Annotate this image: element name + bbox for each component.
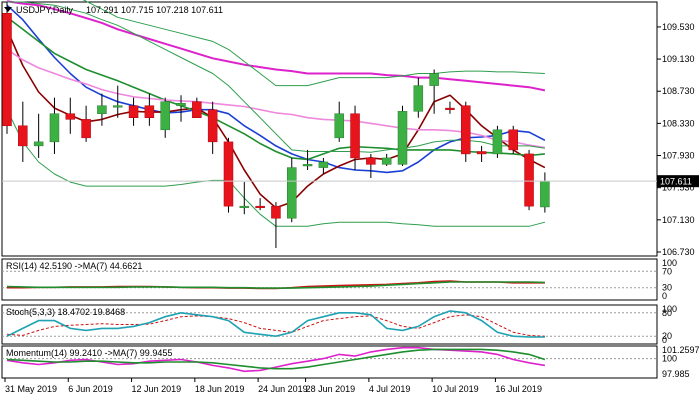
bollinger-line — [7, 1, 545, 153]
candle-bear — [508, 129, 518, 151]
indicator-panels: RSI(14) 42.5190 ->MA(7) 44.6621 Stoch(5,3… — [2, 261, 657, 373]
date-tick-label: 18 Jun 2019 — [195, 384, 245, 394]
candle-bull — [318, 161, 329, 168]
candle-bull — [302, 164, 313, 167]
candle-bear — [461, 105, 471, 155]
stoch-stoch_main-line — [6, 310, 545, 338]
ma_mid-line — [6, 16, 545, 161]
date-tick-label: 12 Jun 2019 — [132, 384, 182, 394]
candle-bull — [49, 113, 60, 143]
axes: 109.530 109.130 108.730 108.330 107.930 107.5… — [2, 22, 700, 394]
momentum-panel-label: Momentum(14) 99.2410 ->MA(7) 99.9455 — [6, 348, 172, 358]
candle-bear — [18, 125, 28, 147]
rsi-tick-label: 100 — [662, 258, 677, 268]
date-tick-label: 6 Jun 2019 — [68, 384, 113, 394]
candle-bear — [128, 105, 139, 118]
momentum-tick-label: 100 — [662, 354, 677, 364]
moving-averages — [6, 0, 546, 227]
bollinger-line — [82, 0, 545, 87]
candle-bull — [334, 113, 344, 139]
chart-header: USDJPY,Daily 107.291 107.715 107.218 107… — [4, 5, 223, 15]
candle-bull — [97, 105, 107, 114]
candlesticks — [2, 2, 550, 248]
candle-bull — [540, 180, 550, 208]
price-tick-label: 108.730 — [662, 86, 695, 96]
rsi-tick-label: 0 — [662, 291, 667, 301]
candle-bull — [381, 157, 392, 165]
rsi-tick-label: 70 — [662, 266, 672, 276]
candle-bull — [176, 103, 186, 106]
stoch-tick-label: 100 — [662, 304, 677, 314]
date-tick-label: 24 Jun 2019 — [258, 384, 308, 394]
stoch-panel-label: Stoch(5,3,3) 18.4702 19.8468 — [6, 307, 125, 317]
candle-bear — [524, 153, 534, 207]
symbol-label: USDJPY,Daily — [16, 5, 73, 15]
candle-bear — [223, 141, 234, 207]
momentum-tick-label: 97.985 — [662, 369, 690, 379]
candle-bear — [207, 109, 218, 143]
candle-bull — [160, 101, 170, 131]
candle-bull — [239, 205, 250, 208]
price-tick-label: 108.330 — [662, 118, 695, 128]
candle-bull — [33, 141, 44, 147]
price-tick-label: 107.930 — [662, 151, 695, 161]
candle-bear — [144, 105, 155, 118]
date-tick-label: 28 Jun 2019 — [306, 384, 356, 394]
candle-bear — [255, 205, 265, 209]
ohlc-values: 107.291 107.715 107.218 107.611 — [86, 5, 223, 15]
price-tick-label: 106.730 — [662, 247, 695, 257]
momentum-panel-frame — [1, 345, 658, 379]
candle-bear — [366, 157, 376, 165]
stoch-tick-label: 80 — [662, 308, 672, 318]
candle-bear — [192, 101, 202, 118]
last-price-label: 107.611 — [660, 177, 692, 187]
date-tick-label: 10 Jul 2019 — [432, 384, 479, 394]
date-tick-label: 16 Jul 2019 — [495, 384, 542, 394]
candle-bear — [476, 151, 487, 155]
candle-bull — [112, 105, 123, 108]
momentum-mom_ma-line — [6, 348, 546, 370]
stoch-tick-label: 20 — [662, 331, 672, 341]
candle-bear — [2, 13, 12, 127]
last-price-badge — [657, 175, 699, 188]
candle-bear — [350, 113, 360, 159]
candle-bear — [81, 119, 91, 139]
candle-bear — [445, 107, 455, 110]
date-tick-label: 31 May 2019 — [5, 384, 57, 394]
stoch-panel-frame — [1, 304, 658, 345]
price-tick-label: 107.130 — [662, 215, 695, 225]
price-tick-label: 107.530 — [662, 183, 695, 193]
price-tick-label: 109.530 — [662, 22, 695, 32]
candle-bull — [287, 167, 297, 219]
candle-bull — [492, 129, 503, 155]
candle-bull — [429, 73, 439, 86]
panel-frames — [1, 1, 658, 379]
ma_pink-line — [6, 48, 546, 149]
candle-bull — [413, 85, 424, 112]
stoch-tick-label: 0 — [662, 335, 667, 345]
rsi-panel-frame — [1, 258, 658, 301]
date-tick-label: 4 Jul 2019 — [369, 384, 411, 394]
candle-bear — [65, 113, 76, 120]
symbol-triangle-icon — [4, 7, 12, 12]
rsi-panel-label: RSI(14) 42.5190 ->MA(7) 44.6621 — [6, 261, 142, 271]
candle-bull — [397, 111, 408, 165]
price-tick-label: 109.130 — [662, 54, 695, 64]
rsi-rsi_ma-line — [6, 281, 545, 289]
rsi-tick-label: 30 — [662, 283, 672, 293]
stoch-stoch_signal-line — [6, 314, 545, 337]
momentum-tick-label: 101.2597 — [662, 345, 700, 355]
price-panel-frame — [1, 1, 658, 257]
candle-bear — [271, 205, 281, 219]
ma_magenta-line — [6, 0, 546, 92]
